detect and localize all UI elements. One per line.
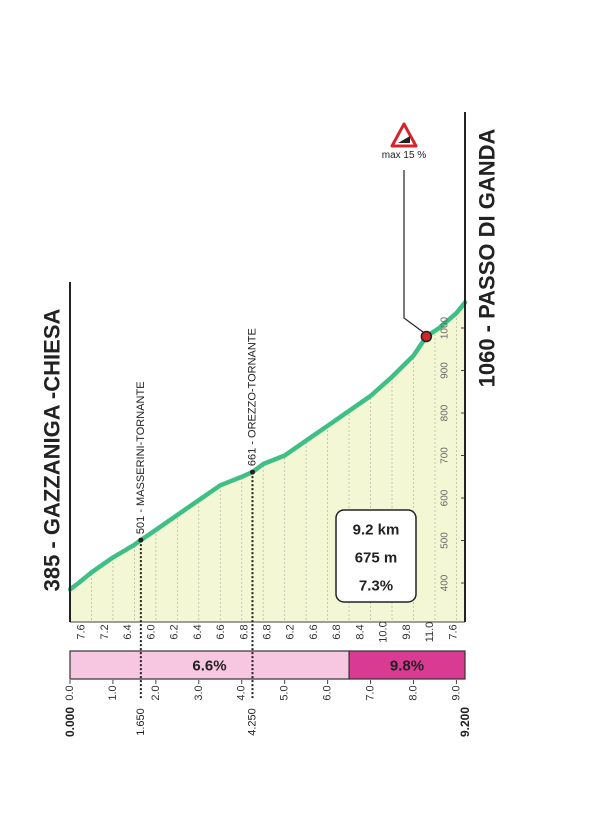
km-tick-label: 1.0 <box>107 685 119 700</box>
section-bar <box>69 650 350 680</box>
km-tick-label: 7.0 <box>365 685 377 700</box>
segment-gradient-label: 6.8 <box>262 624 274 639</box>
section-bar <box>348 650 466 680</box>
altitude-tick-label: 700 <box>440 447 451 464</box>
segment-gradient-label: 6.6 <box>215 624 227 639</box>
km-tick-label: 6.0 <box>322 685 334 700</box>
waypoint-km-label: 4.250 <box>246 708 258 736</box>
km-tick-label: 0.0 <box>64 685 76 700</box>
section-gradient-label: 6.6% <box>192 658 226 675</box>
max-gradient-leader-line <box>403 170 427 335</box>
altitude-tick-label: 900 <box>440 362 451 379</box>
waypoint-dot <box>249 469 255 475</box>
waypoint-km-label: 1.650 <box>135 708 147 736</box>
segment-gradient-label: 8.4 <box>354 624 366 639</box>
km-tick-label: 9.0 <box>450 685 462 700</box>
km-tick-label: 5.0 <box>279 685 291 700</box>
max-gradient-point <box>420 330 433 343</box>
km-tick-label: 3.0 <box>193 685 205 700</box>
profile-line <box>67 300 468 592</box>
segment-gradient-label: 7.2 <box>99 624 111 639</box>
segment-gradient-label: 6.2 <box>169 624 181 639</box>
altitude-tick-label: 800 <box>440 404 451 421</box>
segment-gradient-label: 7.6 <box>76 624 88 639</box>
altitude-tick-label: 400 <box>440 574 451 591</box>
km-tick-label: 8.0 <box>407 685 419 700</box>
segment-gradient-label: 7.6 <box>447 624 459 639</box>
summary-average-gradient: 7.3% <box>359 578 393 595</box>
segment-gradient-label: 6.0 <box>145 624 157 639</box>
start-label: 385 - GAZZANIGA -CHIESA <box>40 309 65 592</box>
segment-gradient-label: 9.8 <box>401 624 413 639</box>
segment-gradient-label: 6.8 <box>238 624 250 639</box>
km-tick-label: 2.0 <box>150 685 162 700</box>
waypoint-label: 501 - MASSERINI-TORNANTE <box>135 381 147 534</box>
segment-gradient-label: 6.8 <box>331 624 343 639</box>
max-gradient-label: max 15 % <box>382 150 427 161</box>
summary-distance: 9.2 km <box>353 522 400 539</box>
summary-climb: 675 m <box>355 550 398 567</box>
start-km-label: 0.000 <box>63 707 77 737</box>
segment-gradient-label: 6.4 <box>122 624 134 639</box>
km-tick-label: 4.0 <box>236 685 248 700</box>
segment-gradient-label: 6.4 <box>192 624 204 639</box>
section-gradient-label: 9.8% <box>390 658 424 675</box>
segment-gradient-label: 6.6 <box>308 624 320 639</box>
segment-gradient-label: 11.0 <box>424 622 436 643</box>
finish-label: 1060 - PASSO DI GANDA <box>475 129 500 388</box>
altitude-tick-label: 1000 <box>440 316 451 339</box>
altitude-tick-label: 600 <box>440 489 451 506</box>
waypoint-label: 661 - OREZZO-TORNANTE <box>246 328 258 466</box>
waypoint-dot <box>138 537 144 543</box>
finish-km-label: 9.200 <box>458 707 472 737</box>
summary-box <box>335 509 417 603</box>
steep-slope-icon <box>398 136 410 143</box>
segment-gradient-label: 6.2 <box>285 624 297 639</box>
altitude-tick-label: 500 <box>440 532 451 549</box>
segment-gradient-label: 10.0 <box>378 621 390 642</box>
